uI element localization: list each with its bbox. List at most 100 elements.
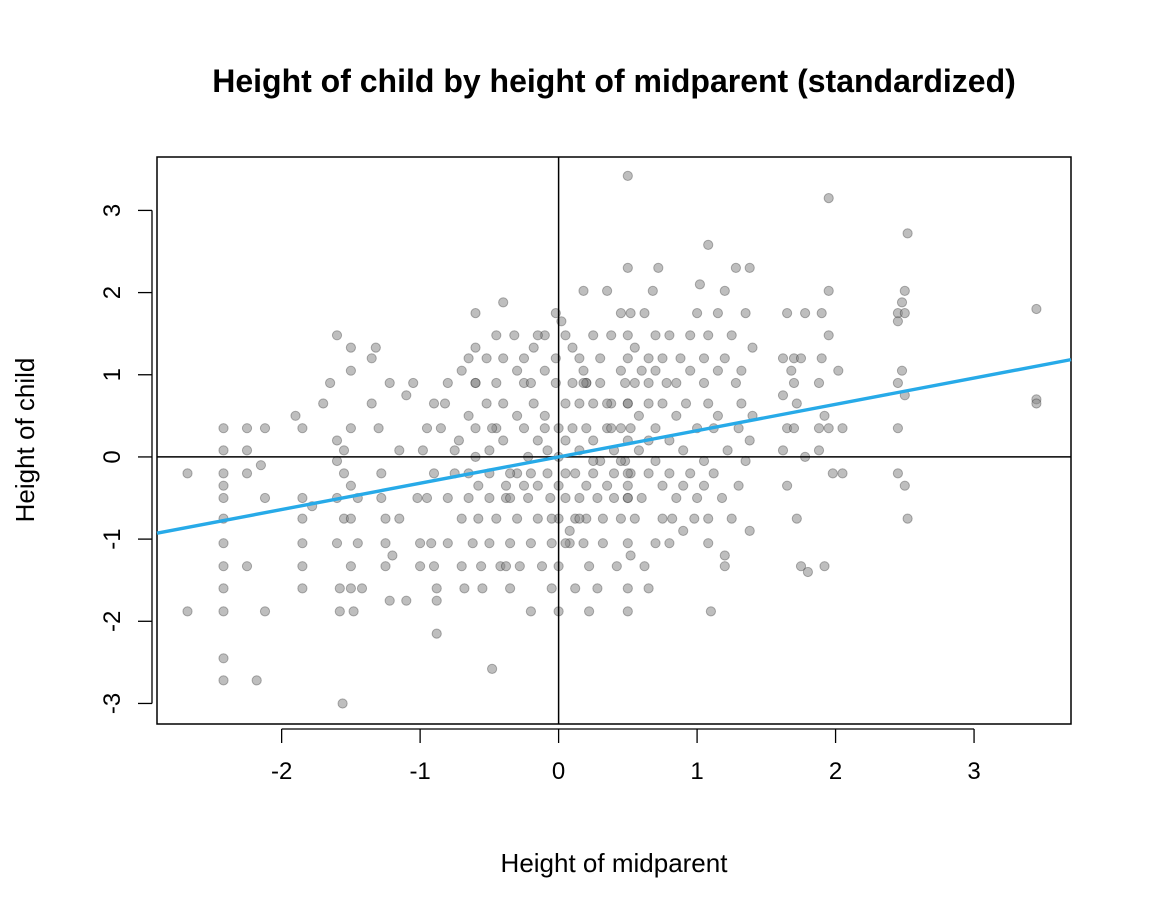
- data-point: [703, 538, 714, 549]
- data-point: [744, 435, 755, 446]
- y-tick-label: 2: [99, 286, 126, 299]
- data-point: [484, 492, 495, 504]
- data-point: [698, 377, 710, 389]
- data-point: [421, 423, 433, 434]
- data-point: [442, 377, 453, 389]
- data-point: [338, 445, 350, 456]
- data-point: [896, 297, 908, 308]
- data-point: [602, 398, 613, 409]
- data-point: [650, 330, 661, 341]
- data-point: [518, 423, 530, 434]
- data-point: [588, 435, 599, 446]
- y-tick-label: 1: [99, 368, 126, 381]
- data-point: [629, 513, 640, 524]
- y-tick-label: -3: [99, 693, 126, 714]
- data-point: [777, 390, 789, 401]
- data-point: [698, 353, 710, 364]
- data-point: [602, 480, 613, 491]
- data-point: [837, 423, 848, 434]
- data-point: [259, 423, 271, 434]
- data-point: [795, 353, 807, 364]
- data-point: [620, 377, 631, 389]
- data-point: [788, 377, 800, 389]
- x-tick-label: 1: [690, 758, 703, 785]
- data-point: [892, 377, 904, 389]
- data-point: [899, 308, 910, 319]
- data-point: [902, 228, 913, 239]
- data-point: [788, 423, 800, 434]
- data-point: [730, 377, 742, 389]
- data-point: [412, 492, 423, 504]
- data-point: [567, 423, 578, 434]
- data-point: [698, 455, 710, 467]
- data-point: [376, 492, 387, 504]
- data-point: [401, 595, 412, 606]
- data-point: [564, 525, 575, 537]
- data-point: [570, 468, 581, 479]
- data-point: [643, 353, 654, 364]
- y-tick-label: 0: [99, 450, 126, 463]
- data-point: [525, 468, 537, 479]
- data-point: [255, 460, 266, 471]
- x-tick-label: 3: [967, 758, 980, 785]
- data-point: [431, 583, 442, 594]
- data-point: [611, 561, 622, 572]
- data-point: [657, 353, 668, 364]
- data-point: [560, 538, 571, 549]
- chart-title: Height of child by height of midparent (…: [212, 63, 1016, 99]
- data-point: [678, 525, 689, 537]
- data-point: [338, 468, 350, 479]
- data-point: [574, 398, 585, 409]
- data-point: [802, 566, 814, 578]
- data-point: [578, 377, 589, 389]
- data-point: [539, 410, 550, 421]
- data-point: [456, 365, 467, 376]
- data-point: [331, 330, 343, 341]
- data-point: [481, 398, 492, 409]
- data-point: [667, 513, 678, 524]
- data-point: [376, 468, 387, 479]
- data-point: [345, 561, 356, 572]
- data-point: [218, 423, 229, 434]
- data-point: [491, 330, 502, 341]
- data-point: [719, 550, 730, 561]
- data-point: [532, 480, 543, 491]
- data-point: [545, 492, 556, 504]
- data-point: [345, 583, 356, 594]
- data-point: [615, 513, 627, 524]
- y-tick-label: -1: [99, 528, 126, 549]
- data-point: [408, 377, 419, 389]
- data-point: [546, 538, 557, 549]
- data-point: [1031, 303, 1042, 315]
- data-point: [297, 423, 308, 434]
- data-point: [442, 492, 453, 504]
- data-point: [428, 468, 440, 479]
- data-point: [664, 538, 675, 549]
- data-point: [345, 423, 356, 434]
- data-point: [657, 480, 668, 491]
- data-point: [592, 583, 603, 594]
- data-point: [546, 513, 557, 524]
- data-point: [394, 445, 405, 456]
- data-point: [606, 423, 617, 434]
- data-point: [782, 308, 793, 319]
- data-point: [498, 435, 509, 446]
- data-point: [218, 468, 229, 479]
- data-point: [588, 468, 599, 479]
- data-point: [708, 468, 719, 479]
- data-point: [650, 365, 661, 376]
- data-point: [384, 595, 395, 606]
- data-point: [625, 308, 636, 319]
- data-point: [578, 285, 589, 296]
- data-point: [428, 398, 440, 409]
- data-point: [777, 445, 789, 456]
- data-point: [297, 492, 308, 504]
- data-point: [705, 606, 717, 617]
- data-point: [449, 445, 460, 456]
- data-point: [597, 538, 609, 549]
- x-tick-label: 2: [829, 758, 842, 785]
- data-point: [345, 480, 356, 491]
- data-point: [643, 377, 654, 389]
- data-point: [182, 606, 193, 617]
- data-point: [318, 398, 329, 409]
